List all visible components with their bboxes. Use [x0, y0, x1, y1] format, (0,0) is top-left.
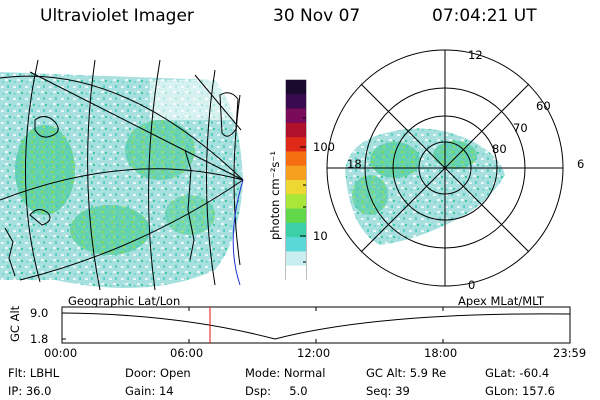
dsp-info: Dsp: 5.0 [245, 384, 308, 398]
colorbar-step [286, 108, 306, 124]
timeline-ytick-9: 9.0 [30, 306, 49, 320]
geographic-map [0, 59, 244, 291]
app-title: Ultraviolet Imager [40, 6, 194, 26]
timeline-xtick-2359: 23:59 [553, 346, 587, 360]
time-label: 07:04:21 UT [432, 6, 537, 26]
timeline-axis-title: GC Alt [8, 305, 22, 342]
colorbar-step [286, 237, 306, 252]
mlt-label-6: 6 [577, 157, 585, 171]
gc-alt-info: GC Alt: 5.9 Re [366, 366, 447, 380]
colorbar-step [286, 180, 306, 195]
timeline-xtick-1800: 18:00 [424, 346, 458, 360]
mlt-label-12: 12 [468, 48, 483, 62]
colorbar-step [286, 208, 306, 224]
colorbar-step [286, 122, 306, 138]
colorbar-step [286, 151, 306, 167]
glat-info: GLat: -60.4 [485, 366, 550, 380]
colorbar-step [286, 94, 306, 110]
polar-plot [326, 49, 564, 287]
mlt-label-18: 18 [347, 157, 362, 171]
glon-info: GLon: 157.6 [485, 384, 555, 398]
colorbar-unit-label: photon cm⁻²s⁻¹ [268, 151, 282, 240]
filter-info: Flt: LBHL [8, 366, 60, 380]
lat-label-60: 60 [536, 99, 551, 113]
date-label: 30 Nov 07 [273, 6, 361, 26]
colorbar-step [286, 265, 306, 281]
timeline-xtick-0600: 06:00 [170, 346, 204, 360]
gain-info: Gain: 14 [125, 384, 174, 398]
colorbar-step [286, 165, 306, 181]
lat-label-80: 80 [492, 142, 507, 156]
colorbar-step [286, 194, 306, 210]
altitude-timeline [61, 306, 571, 344]
mode-info: Mode: Normal [245, 366, 326, 380]
timeline-ytick-1-8: 1.8 [30, 332, 49, 346]
door-info: Door: Open [125, 366, 191, 380]
colorbar [285, 79, 307, 281]
timeline-left-label: Geographic Lat/Lon [68, 294, 181, 308]
timeline-xtick-1200: 12:00 [297, 346, 331, 360]
timeline-right-label: Apex MLat/MLT [458, 294, 545, 308]
colorbar-step [286, 251, 306, 267]
lat-label-70: 70 [513, 121, 528, 135]
colorbar-step [286, 80, 306, 95]
colorbar-tick-10: 10 [313, 229, 328, 243]
ip-info: IP: 36.0 [8, 384, 52, 398]
mlt-label-0: 0 [468, 278, 476, 292]
seq-info: Seq: 39 [366, 384, 410, 398]
colorbar-step [286, 137, 306, 152]
colorbar-step [286, 222, 306, 238]
colorbar-tick-100: 100 [313, 140, 335, 154]
timeline-xtick-0000: 00:00 [44, 346, 78, 360]
